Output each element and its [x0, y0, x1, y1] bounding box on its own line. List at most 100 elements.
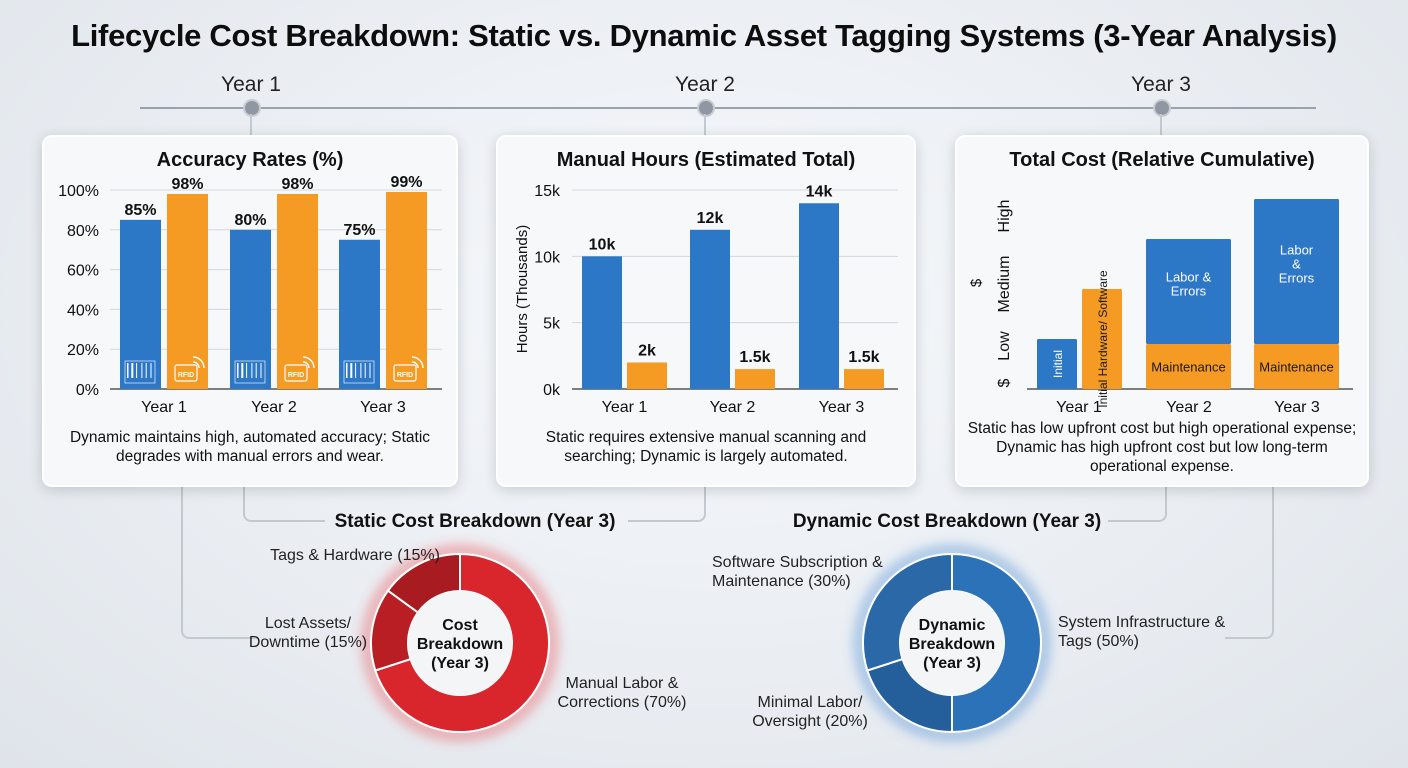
y-tick-label: 60%	[67, 263, 99, 280]
rfid-icon: RFID	[174, 356, 205, 382]
static-slice-label-tags-hardware: Tags & Hardware (15%)	[270, 547, 440, 564]
data-label: 12k	[697, 210, 724, 227]
dynamic-bar	[735, 369, 775, 389]
dynamic-bar	[844, 369, 884, 389]
dynamic-donut-center-label: Dynamic Breakdown (Year 3)	[908, 617, 996, 672]
data-label: 98%	[281, 176, 313, 193]
segment-label: Labor &	[1166, 270, 1212, 285]
chart-caption: Static has low upfront cost but high ope…	[967, 420, 1357, 475]
segment-label: Initial	[1051, 350, 1065, 378]
segment-label: Labor	[1280, 243, 1314, 258]
connector-line	[1160, 114, 1162, 136]
connector-line	[628, 484, 706, 522]
timeline-marker-year-2	[697, 99, 715, 117]
accuracy-chart: 0% 20% 40% 60% 80% 100% 85% 98% RFID Year 1 80% 98%…	[58, 174, 442, 416]
chart-title: Accuracy Rates (%)	[156, 149, 344, 171]
static-bar	[230, 229, 271, 389]
rfid-icon: RFID	[284, 356, 315, 382]
y-tick-label: 5k	[543, 316, 561, 333]
dynamic-bar	[277, 193, 318, 389]
timeline-marker-year-1	[243, 99, 261, 117]
cost-segment	[1037, 339, 1077, 389]
timeline-label-year-2: Year 2	[675, 73, 735, 96]
chart-caption: Dynamic maintains high, automated accura…	[69, 429, 431, 465]
data-label: 98%	[171, 176, 203, 193]
dynamic-donut-glow	[854, 545, 1050, 741]
static-bar	[582, 256, 622, 389]
cost-segment	[1254, 344, 1339, 389]
segment-label: Initial Hardware/ Software	[1096, 270, 1110, 408]
static-slice-label-lost-assets: Lost Assets/ Downtime (15%)	[248, 615, 368, 651]
data-label: 99%	[390, 174, 422, 191]
timeline-marker-year-3	[1153, 99, 1171, 117]
segment-label: Maintenance	[1259, 360, 1333, 375]
y-tick-label: 0%	[76, 382, 99, 399]
connector-line	[181, 484, 258, 639]
rfid-icon: RFID	[393, 356, 424, 382]
y-tick-label: 80%	[67, 223, 99, 240]
barcode-icon	[124, 360, 156, 384]
static-donut-glow	[362, 545, 558, 741]
data-label: 14k	[806, 183, 833, 200]
manual-hours-panel: Manual Hours (Estimated Total) 0k 5k 10k 15…	[496, 135, 916, 487]
accuracy-panel: Accuracy Rates (%) 0% 20% 40% 60% 80% 100% 85%…	[42, 135, 458, 487]
page-title: Lifecycle Cost Breakdown: Static vs. Dyn…	[71, 18, 1337, 53]
x-tick-label: Year 1	[141, 399, 187, 416]
y-axis-label: $	[968, 278, 985, 287]
dynamic-slice-label-infrastructure: System Infrastructure & Tags (50%)	[1058, 614, 1226, 650]
chart-title: Manual Hours (Estimated Total)	[556, 149, 856, 171]
segment-label: Errors	[1279, 271, 1315, 286]
segment-label: &	[1292, 257, 1301, 272]
x-tick-label: Year 2	[251, 399, 297, 416]
static-donut	[370, 552, 550, 733]
connector-line	[243, 484, 325, 522]
cost-segment	[1146, 344, 1231, 389]
connector-line	[1225, 484, 1274, 639]
static-bar	[799, 203, 839, 389]
segment-label: Maintenance	[1151, 360, 1225, 375]
static-donut-center-label: Cost Breakdown (Year 3)	[416, 617, 504, 672]
y-tick-label: 20%	[67, 342, 99, 359]
data-label: 1.5k	[739, 349, 770, 366]
static-bar	[339, 239, 380, 389]
dynamic-donut	[862, 552, 1042, 734]
dynamic-bar	[627, 362, 667, 389]
timeline-axis	[140, 107, 1316, 109]
connector-line	[250, 114, 252, 136]
svg-text:RFID: RFID	[178, 372, 194, 379]
x-tick-label: Year 1	[602, 399, 648, 416]
donut-center	[408, 591, 512, 695]
donut-center	[900, 591, 1004, 695]
cost-segment	[1254, 199, 1339, 344]
x-tick-label: Year 3	[1274, 399, 1320, 416]
x-tick-label: Year 2	[1166, 399, 1212, 416]
timeline-label-year-1: Year 1	[221, 73, 281, 96]
x-tick-label: Year 3	[360, 399, 406, 416]
connector-line	[704, 114, 706, 136]
y-tick-label: $	[996, 378, 1013, 387]
chart-title: Total Cost (Relative Cumulative)	[1009, 149, 1315, 171]
barcode-icon	[234, 360, 266, 384]
total-cost-chart: $ Low Medium High $ Initial Initial Hardware/ …	[968, 199, 1353, 416]
x-tick-label: Year 2	[710, 399, 756, 416]
y-axis-label: Hours (Thousands)	[514, 225, 531, 353]
data-label: 85%	[124, 202, 156, 219]
chart-caption: Static requires extensive manual scannin…	[545, 429, 867, 465]
y-tick-label: High	[996, 200, 1013, 233]
timeline-label-year-3: Year 3	[1131, 73, 1191, 96]
data-label: 80%	[234, 212, 266, 229]
static-slice-label-manual-labor: Manual Labor & Corrections (70%)	[557, 675, 687, 711]
y-tick-label: Low	[996, 331, 1013, 361]
dynamic-breakdown-title: Dynamic Cost Breakdown (Year 3)	[792, 511, 1102, 532]
static-bar	[690, 229, 730, 389]
data-label: 10k	[589, 236, 616, 253]
static-breakdown-title: Static Cost Breakdown (Year 3)	[334, 511, 616, 532]
cost-segment	[1146, 239, 1231, 344]
cost-segment	[1082, 289, 1122, 389]
y-tick-label: 0k	[543, 382, 561, 399]
dynamic-slice-label-minimal-labor: Minimal Labor/ Oversight (20%)	[752, 694, 868, 730]
data-label: 1.5k	[848, 349, 879, 366]
connector-line	[1108, 484, 1167, 522]
